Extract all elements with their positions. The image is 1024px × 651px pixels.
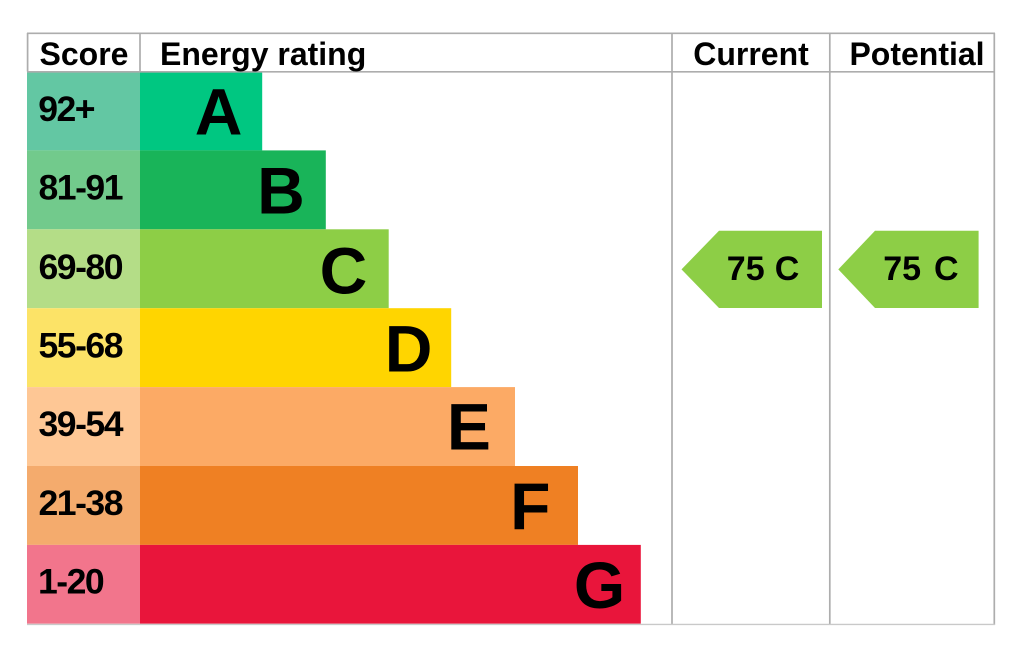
svg-text:21-38: 21-38 (39, 483, 123, 523)
svg-text:1-20: 1-20 (38, 562, 104, 602)
svg-text:C: C (934, 250, 959, 288)
svg-text:39-54: 39-54 (39, 404, 124, 444)
svg-text:C: C (320, 233, 368, 307)
svg-text:B: B (257, 154, 305, 228)
svg-text:D: D (385, 312, 433, 386)
svg-text:75: 75 (727, 250, 765, 288)
svg-text:69-80: 69-80 (39, 247, 123, 287)
svg-text:75: 75 (883, 250, 921, 288)
svg-text:A: A (195, 75, 243, 149)
svg-text:Energy rating: Energy rating (160, 36, 366, 72)
svg-text:E: E (447, 390, 491, 464)
svg-text:Score: Score (40, 36, 129, 72)
svg-text:C: C (775, 250, 800, 288)
svg-text:55-68: 55-68 (39, 325, 123, 365)
svg-text:92+: 92+ (38, 89, 95, 129)
svg-text:81-91: 81-91 (39, 168, 123, 208)
svg-text:F: F (510, 469, 550, 543)
svg-text:Current: Current (693, 36, 809, 72)
svg-text:G: G (574, 548, 625, 622)
svg-text:Potential: Potential (849, 36, 984, 72)
